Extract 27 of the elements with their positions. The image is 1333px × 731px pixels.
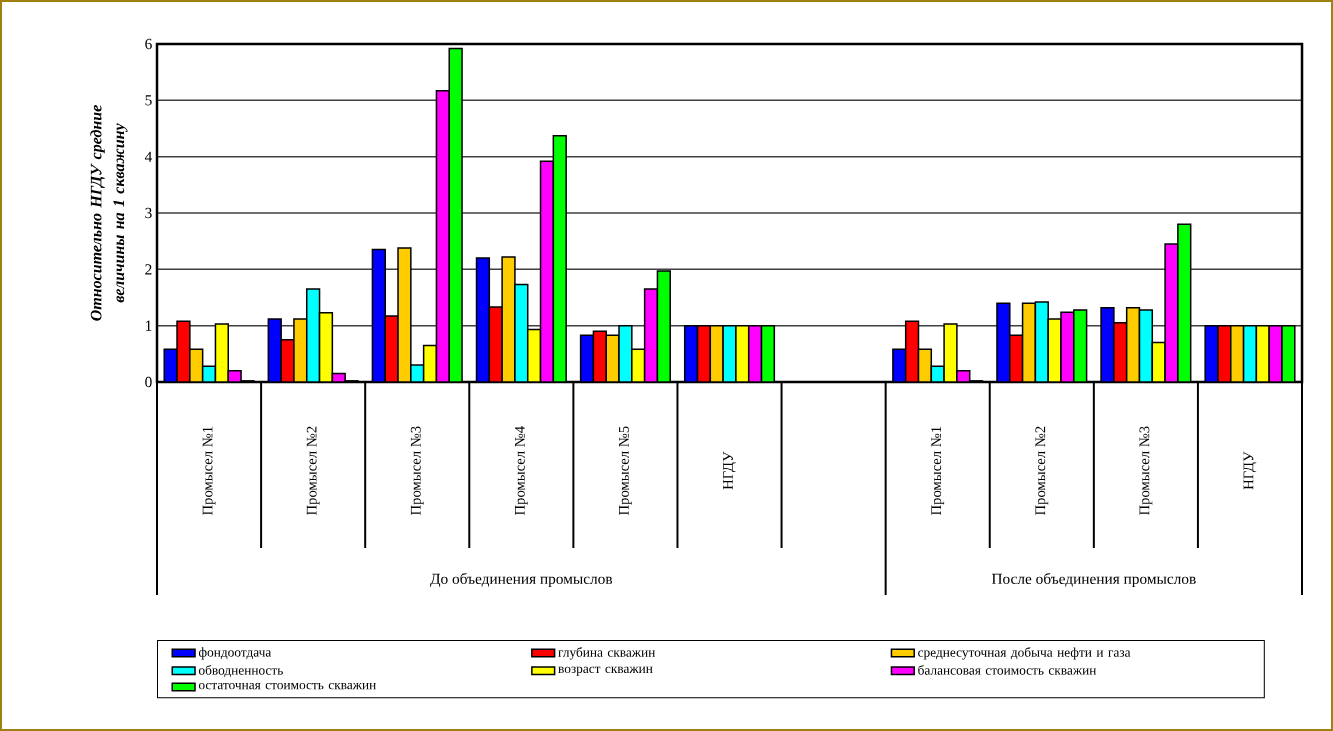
text: После объединения промыслов	[991, 572, 1196, 588]
y-tick-label: 5	[145, 95, 152, 106]
legend-label: балансовая стоимость скважин	[918, 665, 1097, 675]
y-axis-title: Относительно НГДУ средние величины на 1 скважину	[90, 105, 128, 321]
y-tick-label: 1	[145, 320, 152, 331]
y-tick-label: 3	[145, 207, 152, 219]
x-tick-label: Промысел №5	[619, 426, 632, 516]
legend-label: обводненность	[198, 665, 283, 678]
text: До объединения промыслов	[430, 572, 613, 588]
x-tick-label: Промысел №3	[410, 426, 424, 516]
legend-label: глубина скважин	[558, 647, 655, 660]
legend-label: возраст скважин	[558, 666, 653, 676]
y-tick-label: 6	[145, 38, 152, 50]
legend-label: среднесуточная добыча нефти и газа	[918, 647, 1131, 660]
x-tick-label: НГДУ	[723, 451, 736, 490]
legend-label: остаточная стоимость скважин	[198, 682, 376, 690]
y-tick-label: 2	[145, 264, 152, 275]
y-tick-label: 0	[145, 376, 152, 388]
x-tick-label: Промысел №2	[306, 426, 320, 516]
x-tick-label: Промысел №3	[1139, 426, 1153, 516]
x-tick-label: Промысел №4	[514, 426, 528, 516]
y-tick-label: 4	[144, 151, 153, 162]
x-tick-label: Промысел №1	[931, 426, 945, 516]
x-tick-label: Промысел №2	[1035, 426, 1049, 516]
x-tick-label: НГДУ	[1243, 451, 1257, 490]
legend-label: фондоотдача	[198, 647, 272, 660]
x-tick-label: Промысел №1	[202, 426, 216, 516]
